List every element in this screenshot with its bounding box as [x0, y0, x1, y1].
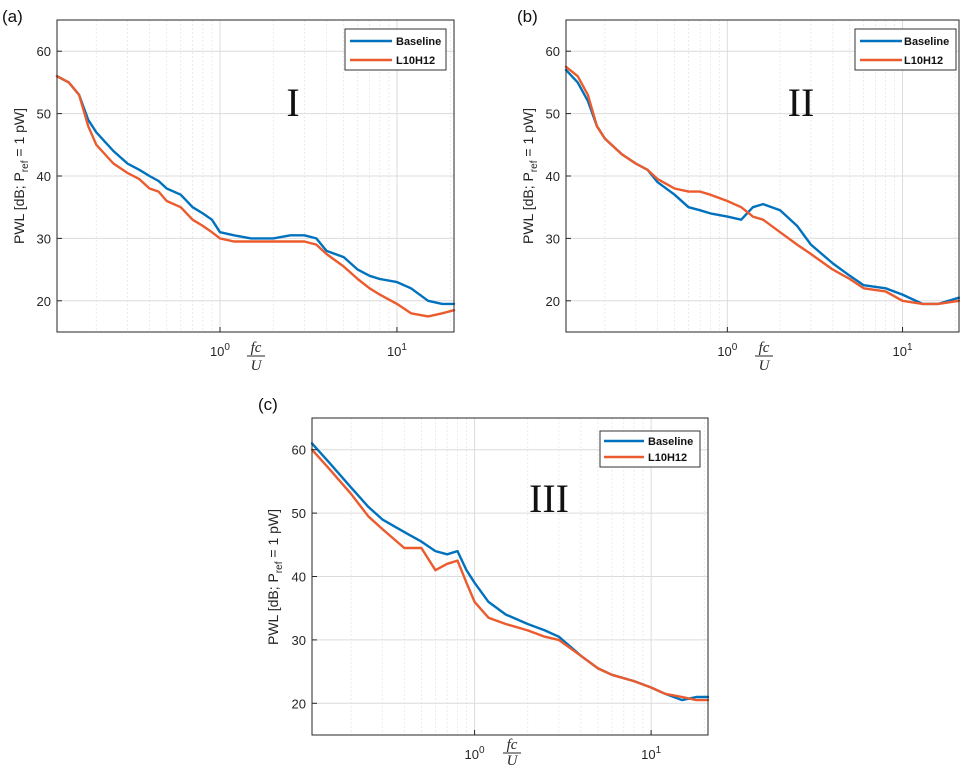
panel-c-y-ticks: 20 30 40 50 60	[292, 443, 317, 711]
panel-a-y-tick-label: 30	[37, 231, 51, 246]
panel-a: (a) 20 30 40 50 60 100 101 PWL [dB; Pref = 1 …	[2, 7, 456, 374]
panel-a-xlabel-denominator: U	[251, 358, 263, 374]
panel-a-line-l10h12	[55, 74, 456, 318]
panel-b-xlabel-numerator: fc	[759, 340, 770, 356]
panel-a-xlabel: fc U	[247, 340, 265, 374]
panel-a-roman-label: I	[286, 80, 299, 125]
panel-c-x-tick-label: 101	[641, 745, 661, 762]
panel-c-y-tick-label: 40	[292, 570, 306, 585]
panel-c-x-tick-label: 100	[465, 745, 485, 762]
panel-a-ylabel: PWL [dB; Pref = 1 pW]	[11, 108, 31, 244]
panel-b-ylabel: PWL [dB; Pref = 1 pW]	[520, 108, 540, 244]
panel-a-x-ticks: 100 101	[210, 327, 407, 359]
panel-b-y-ticks: 20 30 40 50 60	[546, 44, 571, 309]
panel-a-y-tick-label: 50	[37, 107, 51, 122]
panel-b-xlabel-denominator: U	[759, 358, 771, 374]
panel-a-legend-label-baseline: Baseline	[396, 36, 441, 48]
panel-c-y-tick-label: 50	[292, 506, 306, 521]
panel-a-legend-label-l10h12: L10H12	[396, 55, 435, 67]
panel-b-label: (b)	[517, 7, 538, 26]
panel-b: (b) 20 30 40 50 60 100 101 PWL [dB; Pref = 1 …	[517, 7, 960, 374]
panel-b-lines	[564, 65, 960, 306]
panel-c-xlabel: fc U	[503, 737, 521, 767]
panel-a-xlabel-numerator: fc	[251, 340, 262, 356]
panel-c-y-tick-label: 20	[292, 696, 306, 711]
panel-c-legend: Baseline L10H12	[599, 430, 701, 468]
panel-c-legend-label-baseline: Baseline	[648, 436, 693, 448]
panel-b-x-tick-label: 100	[717, 342, 737, 359]
panel-a-x-tick-label: 100	[210, 342, 230, 359]
panel-c: (c) 20 30 40 50 60 100 101 PWL [dB; Pref = 1 …	[258, 395, 710, 767]
panel-b-y-tick-label: 50	[546, 107, 560, 122]
panel-b-line-l10h12	[564, 65, 960, 306]
panel-b-y-tick-label: 40	[546, 169, 560, 184]
panel-c-ylabel: PWL [dB; Pref = 1 pW]	[265, 509, 285, 645]
panel-c-lines	[310, 442, 710, 702]
panel-a-x-tick-label: 101	[387, 342, 407, 359]
panel-c-x-ticks: 100 101	[465, 730, 662, 762]
panel-c-roman-label: III	[529, 476, 569, 521]
panel-b-x-tick-label: 101	[893, 342, 913, 359]
panel-a-legend-box	[344, 28, 447, 71]
panel-a-y-ticks: 20 30 40 50 60	[37, 44, 62, 309]
panel-b-xlabel: fc U	[755, 340, 773, 374]
panel-b-x-ticks: 100 101	[717, 327, 913, 359]
panel-c-y-tick-label: 30	[292, 633, 306, 648]
panel-c-legend-box	[599, 430, 701, 468]
panel-b-legend: Baseline L10H12	[854, 28, 957, 71]
panel-c-y-tick-label: 60	[292, 443, 306, 458]
panel-b-legend-label-baseline: Baseline	[904, 36, 949, 48]
panel-c-line-l10h12	[310, 448, 710, 702]
panel-a-legend: Baseline L10H12	[344, 28, 447, 71]
panel-b-y-tick-label: 60	[546, 44, 560, 59]
panel-b-roman-label: II	[788, 80, 815, 125]
panel-c-legend-label-l10h12: L10H12	[648, 452, 687, 464]
panel-a-label: (a)	[2, 7, 23, 26]
panel-b-grid	[566, 20, 959, 332]
panel-a-y-tick-label: 40	[37, 169, 51, 184]
panel-b-legend-box	[854, 28, 957, 71]
panel-b-legend-label-l10h12: L10H12	[904, 55, 943, 67]
panel-a-y-tick-label: 20	[37, 294, 51, 309]
panel-c-xlabel-numerator: fc	[507, 737, 518, 753]
panel-a-y-tick-label: 60	[37, 44, 51, 59]
panel-a-line-baseline	[55, 74, 456, 306]
panel-c-label: (c)	[258, 395, 278, 414]
panel-b-y-tick-label: 20	[546, 294, 560, 309]
panel-c-grid	[312, 418, 708, 735]
panel-b-y-tick-label: 30	[546, 231, 560, 246]
panel-c-xlabel-denominator: U	[507, 753, 519, 767]
panel-a-grid	[57, 20, 454, 332]
panel-a-lines	[55, 74, 456, 318]
